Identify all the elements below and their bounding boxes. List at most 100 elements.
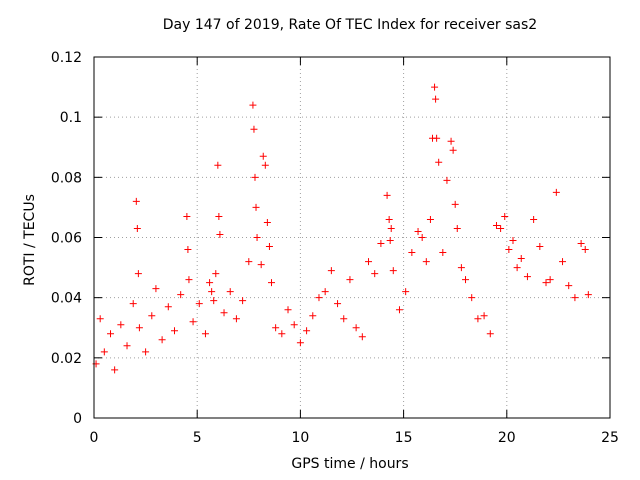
- data-point: [443, 176, 451, 184]
- x-tick-label: 20: [498, 430, 516, 446]
- data-point: [426, 215, 434, 223]
- data-point: [252, 203, 260, 211]
- data-point: [321, 288, 329, 296]
- data-point: [129, 300, 137, 308]
- data-point: [208, 288, 216, 296]
- data-point: [278, 330, 286, 338]
- data-point: [383, 191, 391, 199]
- data-point: [435, 158, 443, 166]
- chart-title: Day 147 of 2019, Rate Of TEC Index for r…: [162, 17, 538, 33]
- data-point: [513, 264, 521, 272]
- data-point: [290, 321, 298, 329]
- data-point: [365, 258, 373, 266]
- data-point: [457, 264, 465, 272]
- data-point: [468, 294, 476, 302]
- data-point: [451, 200, 459, 208]
- data-point: [340, 315, 348, 323]
- data-point: [474, 315, 482, 323]
- data-point: [164, 303, 172, 311]
- data-point: [395, 306, 403, 314]
- data-point: [309, 312, 317, 320]
- data-point: [250, 125, 258, 133]
- data-point: [439, 249, 447, 257]
- data-point: [536, 243, 544, 251]
- data-point: [123, 342, 131, 350]
- data-point: [352, 324, 360, 332]
- data-point: [530, 215, 538, 223]
- data-point: [505, 246, 513, 254]
- x-axis-label: GPS time / hours: [291, 456, 409, 472]
- data-point: [517, 255, 525, 263]
- data-point: [546, 276, 554, 284]
- data-point: [389, 267, 397, 275]
- data-point: [214, 161, 222, 169]
- data-point: [453, 224, 461, 232]
- data-point: [296, 339, 304, 347]
- data-point: [542, 279, 550, 287]
- data-point: [111, 366, 119, 374]
- data-point: [132, 197, 140, 205]
- y-tick-label: 0: [73, 411, 82, 427]
- data-point: [177, 291, 185, 299]
- data-point: [107, 330, 115, 338]
- data-point: [571, 294, 579, 302]
- data-point: [414, 227, 422, 235]
- data-point: [142, 348, 150, 356]
- data-point: [447, 137, 455, 145]
- data-point: [462, 276, 470, 284]
- data-point: [358, 333, 366, 341]
- data-point: [509, 237, 517, 245]
- data-point: [100, 348, 108, 356]
- data-point: [385, 215, 393, 223]
- data-point: [584, 291, 592, 299]
- data-point: [559, 258, 567, 266]
- y-tick-label: 0.12: [51, 50, 82, 66]
- x-tick-label: 0: [90, 430, 99, 446]
- data-point: [334, 300, 342, 308]
- data-point: [327, 267, 335, 275]
- data-point: [220, 309, 228, 317]
- data-point: [96, 315, 104, 323]
- data-point: [117, 321, 125, 329]
- data-point: [268, 279, 276, 287]
- data-point: [185, 276, 193, 284]
- data-point: [431, 83, 439, 91]
- y-tick-label: 0.08: [51, 170, 82, 186]
- data-point: [387, 224, 395, 232]
- data-point: [215, 212, 223, 220]
- x-tick-label: 5: [193, 430, 202, 446]
- data-point: [523, 273, 531, 281]
- data-point: [245, 258, 253, 266]
- y-tick-label: 0.04: [51, 291, 82, 307]
- data-point: [210, 297, 218, 305]
- data-point: [402, 288, 410, 296]
- data-point: [303, 327, 311, 335]
- data-point: [135, 324, 143, 332]
- data-point: [371, 270, 379, 278]
- data-point: [581, 246, 589, 254]
- data-point: [272, 324, 280, 332]
- data-point: [195, 300, 203, 308]
- data-point: [133, 224, 141, 232]
- y-tick-label: 0.06: [51, 231, 82, 247]
- data-point: [239, 297, 247, 305]
- data-point: [265, 243, 273, 251]
- data-point: [565, 282, 573, 290]
- y-axis-label: ROTI / TECUs: [22, 194, 38, 286]
- data-point: [261, 161, 269, 169]
- y-axis-ticks: 0 0.02 0.04 0.06 0.08 0.1 0.12: [51, 50, 610, 427]
- x-tick-label: 25: [601, 430, 619, 446]
- x-tick-label: 15: [395, 430, 413, 446]
- data-point: [432, 95, 440, 103]
- data-point: [497, 224, 505, 232]
- data-point: [449, 146, 457, 154]
- data-point: [263, 218, 271, 226]
- data-point: [134, 270, 142, 278]
- x-axis-ticks: 0 5 10 15 20 25: [90, 57, 619, 446]
- data-point: [552, 188, 560, 196]
- data-point: [418, 234, 426, 241]
- data-point: [492, 221, 500, 229]
- plot-frame: [93, 56, 611, 419]
- data-point: [183, 212, 191, 220]
- y-tick-label: 0.1: [60, 110, 82, 126]
